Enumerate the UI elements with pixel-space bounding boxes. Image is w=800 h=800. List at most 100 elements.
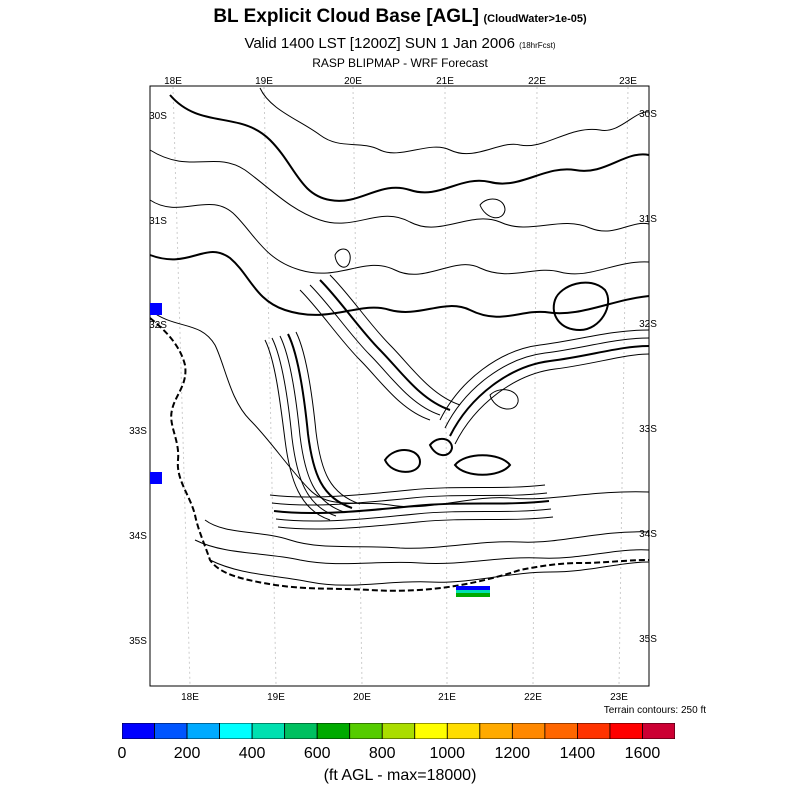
right-latitude-label: 34S bbox=[639, 529, 657, 540]
right-latitude-label: 33S bbox=[639, 424, 657, 435]
contour-cluster bbox=[277, 516, 554, 530]
colorbar-swatch bbox=[349, 723, 383, 739]
colorbar-swatch bbox=[544, 723, 578, 739]
title-main-note: (CloudWater>1e-05) bbox=[483, 13, 587, 25]
contour-line bbox=[149, 199, 650, 275]
left-latitude-label: 32S bbox=[149, 320, 167, 331]
right-latitude-label: 32S bbox=[639, 319, 657, 330]
cloud-base-patch bbox=[456, 590, 490, 593]
contour-loop bbox=[552, 281, 610, 332]
colorbar-swatch bbox=[316, 723, 351, 739]
colorbar bbox=[122, 723, 675, 739]
right-latitude-labels: 30S 31S 32S 33S 34S 35S bbox=[639, 109, 657, 645]
contour-cluster bbox=[271, 492, 548, 506]
left-latitude-label: 31S bbox=[149, 216, 167, 227]
terrain-contours bbox=[149, 87, 650, 586]
contour-cluster bbox=[444, 337, 650, 429]
contour-cluster bbox=[287, 333, 353, 509]
top-longitude-label: 19E bbox=[255, 76, 273, 87]
top-longitude-label: 20E bbox=[344, 76, 362, 87]
bottom-longitude-label: 20E bbox=[353, 692, 371, 703]
bottom-longitude-label: 22E bbox=[524, 692, 542, 703]
colorbar-swatch bbox=[154, 723, 188, 739]
contour-cluster bbox=[309, 284, 441, 416]
contour-cluster bbox=[299, 289, 431, 421]
map-frame bbox=[149, 85, 650, 687]
cloud-base-patch bbox=[456, 593, 490, 597]
contour-loop bbox=[334, 248, 351, 268]
contour-cluster bbox=[269, 484, 546, 498]
cloud-base-patches bbox=[150, 303, 490, 597]
colorbar-swatch bbox=[381, 723, 416, 739]
contour-line bbox=[204, 519, 650, 549]
colorbar-swatch bbox=[251, 723, 286, 739]
left-latitude-label: 35S bbox=[129, 636, 147, 647]
bottom-longitude-label: 18E bbox=[181, 692, 199, 703]
top-longitude-label: 18E bbox=[164, 76, 182, 87]
forecast-hour-note: (18hrFcst) bbox=[519, 41, 556, 50]
valid-time-text: Valid 1400 LST [1200Z] SUN 1 Jan 2006 bbox=[244, 35, 515, 52]
top-longitude-label: 22E bbox=[528, 76, 546, 87]
coastline bbox=[149, 317, 650, 592]
contour-line bbox=[209, 559, 650, 586]
chart-title: BL Explicit Cloud Base [AGL] (CloudWater… bbox=[0, 6, 800, 28]
contour-loop bbox=[479, 198, 506, 219]
colorbar-swatch bbox=[284, 723, 318, 739]
colorbar-swatch bbox=[446, 723, 481, 739]
colorbar-swatch bbox=[186, 723, 220, 739]
cloud-base-patch bbox=[150, 472, 162, 484]
contour-cluster bbox=[273, 500, 550, 515]
colorbar-units-label: (ft AGL - max=18000) bbox=[323, 767, 477, 784]
title-main-text: BL Explicit Cloud Base [AGL] bbox=[213, 6, 480, 27]
contour-line bbox=[149, 251, 650, 318]
terrain-contour-note: Terrain contours: 250 ft bbox=[603, 705, 706, 716]
model-source: RASP BLIPMAP - WRF Forecast bbox=[312, 56, 488, 70]
contour-cluster bbox=[329, 274, 461, 406]
bottom-longitude-labels: 18E 19E 20E 21E 22E 23E bbox=[181, 692, 628, 703]
bottom-longitude-label: 23E bbox=[610, 692, 628, 703]
contour-line bbox=[194, 539, 650, 565]
contour-line bbox=[259, 87, 650, 155]
left-latitude-label: 30S bbox=[149, 111, 167, 122]
contour-loop bbox=[383, 449, 422, 473]
right-latitude-label: 35S bbox=[639, 634, 657, 645]
left-latitude-labels: 30S 31S 32S 33S 34S 35S bbox=[129, 111, 167, 647]
contour-cluster bbox=[319, 279, 451, 411]
colorbar-tick-label: 1200 bbox=[494, 745, 531, 762]
cloud-base-patch bbox=[456, 586, 490, 590]
contour-loop bbox=[489, 389, 519, 410]
bottom-longitude-label: 21E bbox=[438, 692, 456, 703]
contour-cluster bbox=[275, 508, 552, 522]
contour-loop bbox=[428, 437, 454, 457]
colorbar-swatch bbox=[219, 723, 253, 739]
left-latitude-label: 34S bbox=[129, 531, 147, 542]
colorbar-tick-label: 1400 bbox=[559, 745, 596, 762]
colorbar-swatch bbox=[642, 723, 675, 739]
colorbar-swatch bbox=[511, 723, 546, 739]
valid-time-line: Valid 1400 LST [1200Z] SUN 1 Jan 2006 (1… bbox=[0, 35, 800, 52]
contour-cluster bbox=[439, 329, 650, 421]
colorbar-tick-label: 1600 bbox=[624, 745, 661, 762]
colorbar-tick-label: 400 bbox=[238, 745, 266, 762]
cloud-base-patch bbox=[150, 303, 162, 315]
contour-cluster bbox=[264, 339, 331, 521]
left-latitude-label: 33S bbox=[129, 426, 147, 437]
contour-cluster bbox=[449, 345, 650, 437]
colorbar-tick-label: 600 bbox=[303, 745, 331, 762]
top-longitude-label: 23E bbox=[619, 76, 637, 87]
contour-loop bbox=[453, 454, 512, 476]
top-longitude-label: 21E bbox=[436, 76, 454, 87]
right-latitude-label: 30S bbox=[639, 109, 657, 120]
colorbar-swatch bbox=[414, 723, 448, 739]
colorbar-swatch bbox=[609, 723, 643, 739]
contour-line bbox=[149, 309, 650, 508]
contour-cluster bbox=[271, 337, 337, 517]
colorbar-tick-label: 200 bbox=[173, 745, 201, 762]
colorbar-tick-label: 0 bbox=[117, 745, 127, 762]
contour-cluster bbox=[279, 335, 345, 513]
right-latitude-label: 31S bbox=[639, 214, 657, 225]
contour-cluster bbox=[295, 331, 361, 505]
colorbar-tick-label: 800 bbox=[368, 745, 396, 762]
contour-line bbox=[169, 94, 650, 202]
